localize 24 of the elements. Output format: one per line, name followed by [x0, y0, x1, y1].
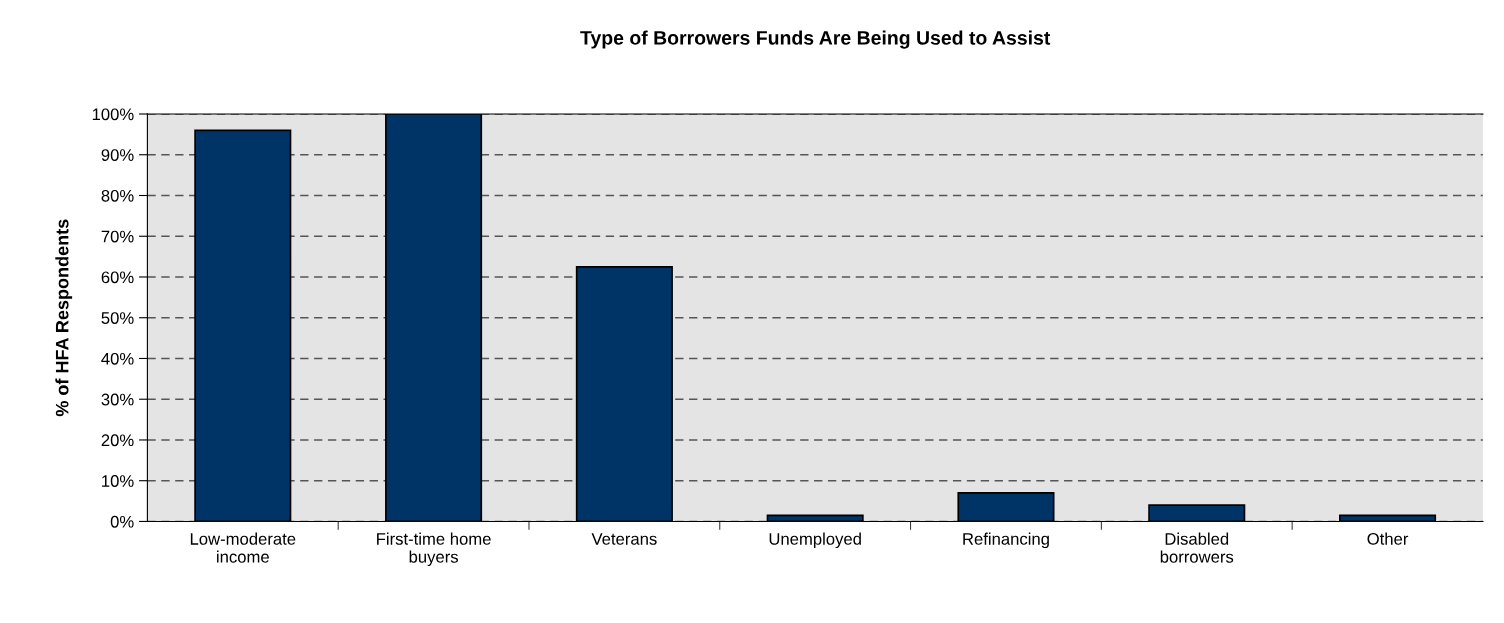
x-tick-label: Other: [1367, 532, 1409, 545]
y-tick-label: 0%: [110, 515, 134, 528]
y-tick-label: 70%: [101, 230, 134, 243]
bar: [575, 265, 673, 522]
x-tick-label: Low-moderate income: [190, 532, 296, 563]
bar: [194, 129, 292, 522]
y-tick-label: 50%: [101, 312, 134, 324]
x-tick-label: Veterans: [591, 533, 657, 545]
x-tick-label: Refinancing: [963, 532, 1049, 549]
x-tick-label: Disabled borrowers: [1160, 532, 1234, 563]
x-tick-label: Unemployed: [769, 532, 861, 549]
chart-title: Type of Borrowers Funds Are Being Used to Assist: [580, 30, 1051, 49]
x-tick-label: First-time home buyers: [377, 532, 491, 567]
y-tick-label: 100%: [92, 108, 134, 121]
y-tick-label: 80%: [101, 189, 134, 202]
bar: [1148, 504, 1246, 522]
y-tick-label: 30%: [101, 393, 134, 406]
y-tick-label: 60%: [101, 271, 134, 284]
y-tick-label: 40%: [101, 352, 134, 365]
y-tick-label: 10%: [102, 475, 134, 487]
bar: [957, 492, 1055, 522]
y-tick-label: 90%: [101, 149, 134, 161]
y-tick-label: 20%: [101, 434, 134, 447]
y-axis-title: % of HFA Respondents: [55, 219, 73, 417]
